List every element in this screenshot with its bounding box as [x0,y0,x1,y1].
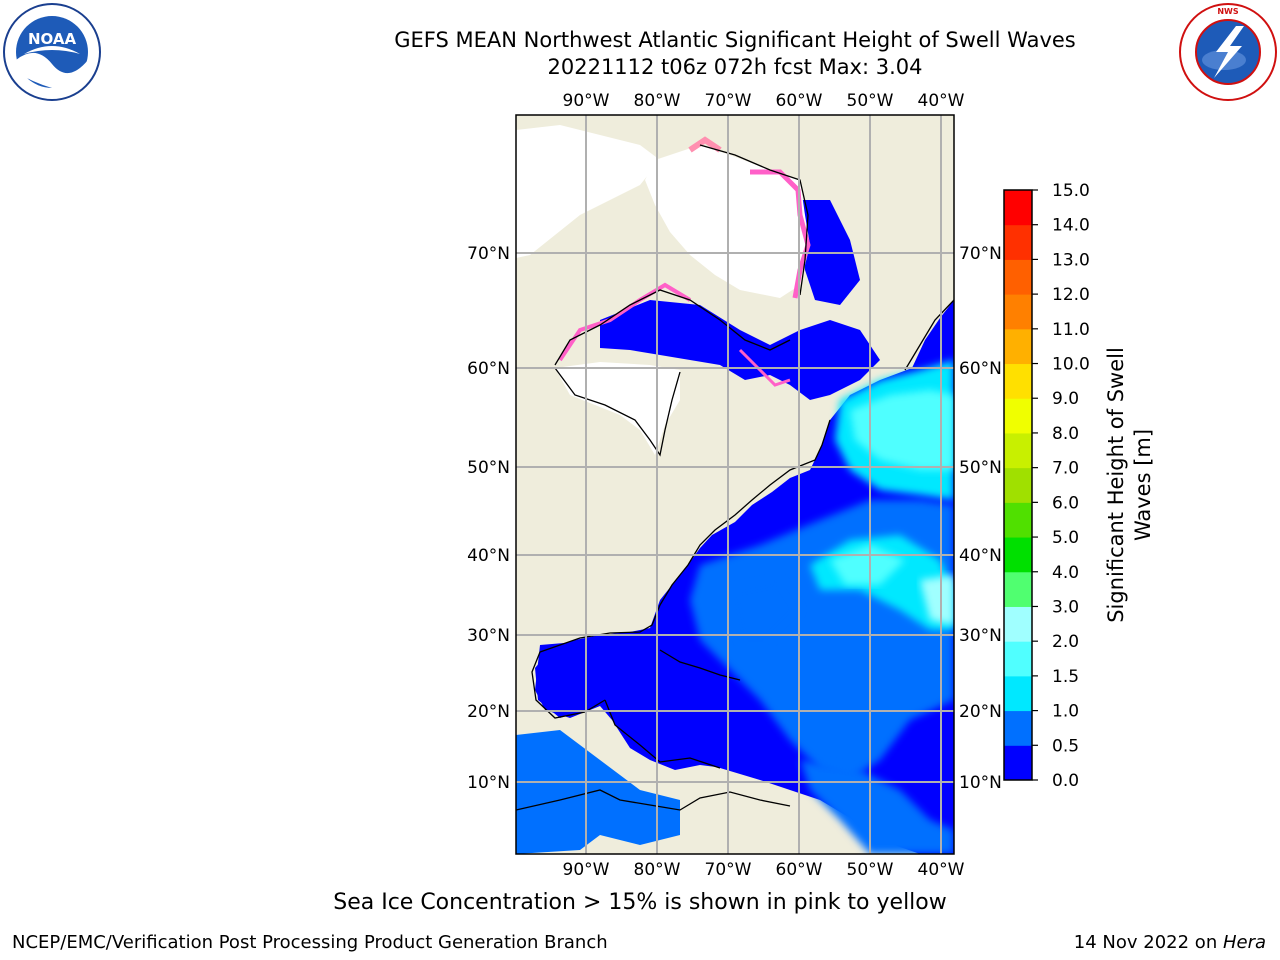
colorbar-segment [1004,502,1032,538]
sea-ice-edge-greenland-top [688,136,722,153]
sea-ice-edge-hudson [558,282,692,362]
colorbar-tick-label: 2.0 [1052,632,1079,652]
lon-label-bottom: 90°W [563,860,610,880]
colorbar-tick-label: 3.0 [1052,597,1079,617]
lon-label-top: 50°W [847,91,894,111]
lat-label-left: 20°N [467,702,510,722]
lat-label-right: 30°N [959,626,1002,646]
svg-text:NWS: NWS [1217,7,1239,16]
lon-label-top: 90°W [563,91,610,111]
colorbar-segment [1004,537,1032,573]
colorbar-tick-label: 8.0 [1052,424,1079,444]
lon-label-top: 80°W [634,91,681,111]
colorbar-segment [1004,641,1032,677]
colorbar-label-line1: Significant Height of Swell [1104,347,1128,623]
lon-label-top: 60°W [776,91,823,111]
lat-label-left: 60°N [467,359,510,379]
colorbar-tick-label: 0.0 [1052,771,1079,791]
graticule [516,115,954,854]
colorbar-segment [1004,294,1032,330]
colorbar-tick-label: 6.0 [1052,493,1079,513]
colorbar-tick-label: 0.5 [1052,736,1079,756]
map-frame [515,114,955,855]
colorbar-tick-label: 12.0 [1052,285,1090,305]
colorbar-segment [1004,606,1032,642]
lon-label-bottom: 40°W [918,860,965,880]
colorbar-segment [1004,675,1032,712]
colorbar-tick-label: 13.0 [1052,250,1090,270]
colorbar-tick-label: 1.0 [1052,702,1079,722]
colorbar-segment [1004,745,1032,781]
swell-low-south [516,730,680,854]
colorbar-segment [1004,467,1032,503]
swell-2.0-3.0-east [920,575,954,625]
generation-date: 14 Nov 2022 on Hera [1074,932,1266,953]
noaa-logo-text: NOAA [28,30,77,48]
chart-title: GEFS MEAN Northwest Atlantic Significant… [394,28,1076,52]
colorbar-segment [1004,710,1032,746]
lon-labels-bottom: 90°W 80°W 70°W 60°W 50°W 40°W [563,860,965,880]
swell-west [730,580,800,640]
colorbar-frame [1003,189,1033,781]
colorbar-label-line2: Waves [m] [1131,429,1155,541]
lat-label-left: 10°N [467,773,510,793]
lat-label-right: 50°N [959,458,1002,478]
colorbar-tick-label: 15.0 [1052,181,1090,201]
colorbar-segment [1004,363,1032,399]
colorbar-segment [1004,328,1032,365]
lon-label-bottom: 50°W [847,860,894,880]
swell-southeast [800,760,954,854]
colorbar: 0.0 0.5 1.0 1.5 2.0 3.0 4.0 5.0 6.0 7.0 8.0 9.0 10.0… [1003,181,1090,791]
date-text: 14 Nov 2022 on [1073,932,1223,953]
ice-caption: Sea Ice Concentration > 15% is shown in … [333,890,947,915]
colorbar-tick-label: 14.0 [1052,216,1090,236]
colorbar-tick-label: 5.0 [1052,528,1079,548]
lon-label-bottom: 80°W [634,860,681,880]
lat-label-left: 30°N [467,626,510,646]
colorbar-tick-label: 10.0 [1052,355,1090,375]
colorbar-tick-label: 9.0 [1052,389,1079,409]
colorbar-tick-label: 11.0 [1052,320,1090,340]
lat-labels-left: 70°N 60°N 50°N 40°N 30°N 20°N 10°N [467,244,510,793]
chart-subtitle: 20221112 t06z 072h fcst Max: 3.04 [547,55,923,79]
lat-labels-right: 70°N 60°N 50°N 40°N 30°N 20°N 10°N [959,244,1002,793]
colorbar-tick-label: 1.5 [1052,667,1079,687]
lon-label-top: 70°W [705,91,752,111]
lat-label-right: 10°N [959,773,1002,793]
colorbar-segment [1004,571,1032,607]
colorbar-label: Significant Height of Swell Waves [m] [1104,347,1155,623]
colorbar-segment [1004,224,1032,260]
nws-logo: NWS [1179,3,1277,101]
swell-2.0-3.0-north [850,390,954,470]
lon-label-bottom: 70°W [705,860,752,880]
lat-label-left: 70°N [467,244,510,264]
lon-labels-top: 90°W 80°W 70°W 60°W 50°W 40°W [563,91,965,111]
lat-label-left: 40°N [467,546,510,566]
lat-label-left: 50°N [467,458,510,478]
credit-text: NCEP/EMC/Verification Post Processing Pr… [12,932,608,953]
lat-label-right: 70°N [959,244,1002,264]
lon-label-bottom: 60°W [776,860,823,880]
colorbar-segment [1004,190,1032,226]
arctic-white [516,125,660,258]
map-panel [516,115,954,854]
colorbar-segment [1004,432,1032,469]
colorbar-tick-label: 4.0 [1052,563,1079,583]
noaa-logo: NOAA [3,3,101,101]
lat-label-right: 40°N [959,546,1002,566]
host-name: Hera [1222,932,1266,953]
lon-label-top: 40°W [918,91,965,111]
colorbar-segment [1004,398,1032,434]
colorbar-segment [1004,259,1032,295]
lat-label-right: 20°N [959,702,1002,722]
lat-label-right: 60°N [959,359,1002,379]
colorbar-tick-label: 7.0 [1052,459,1079,479]
sea-ice-edge-labrador [738,348,791,387]
